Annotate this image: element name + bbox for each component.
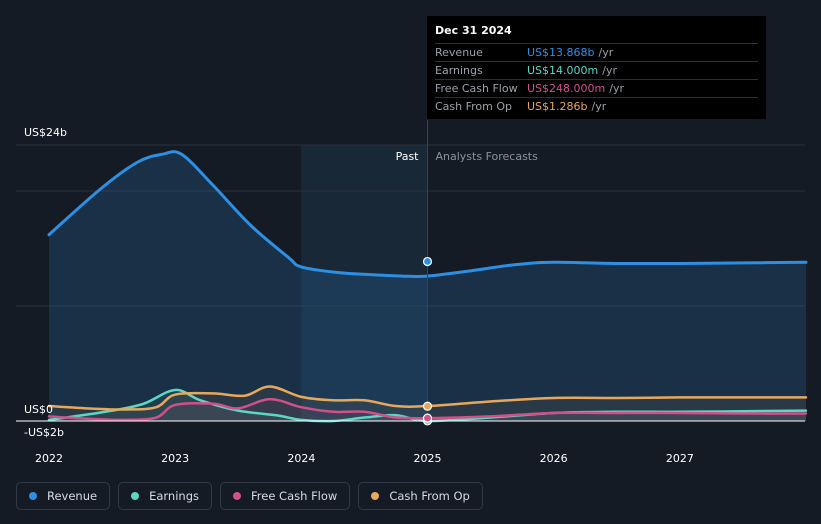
tooltip-value: US$14.000m <box>527 64 599 77</box>
x-axis: 2022 2023 2024 2025 2026 2027 <box>35 452 694 465</box>
legend-label: Earnings <box>149 489 199 503</box>
tooltip-row-free-cash-flow: Free Cash Flow US$248.000m /yr <box>435 79 758 97</box>
y-label-bottom: -US$2b <box>24 426 64 439</box>
forecast-label: Analysts Forecasts <box>436 150 539 163</box>
y-label-zero: US$0 <box>24 403 53 416</box>
past-label: Past <box>396 150 420 163</box>
x-tick-label: 2027 <box>666 452 694 465</box>
tooltip-unit: /yr <box>602 64 617 77</box>
tooltip-label: Earnings <box>435 64 483 77</box>
free-cash-flow-area <box>49 399 806 421</box>
legend-label: Free Cash Flow <box>251 489 338 503</box>
legend-item-revenue[interactable]: Revenue <box>16 482 111 510</box>
revenue-dot-icon <box>29 492 37 500</box>
tooltip-value: US$248.000m <box>527 82 606 95</box>
tooltip-label: Free Cash Flow <box>435 82 518 95</box>
free-cash-flow-line <box>47 397 808 422</box>
tooltip-value: US$1.286b <box>527 100 588 113</box>
y-label-top: US$24b <box>24 126 67 139</box>
x-tick-label: 2024 <box>287 452 315 465</box>
earnings-dot-icon <box>131 492 140 500</box>
tooltip-unit: /yr <box>598 46 614 59</box>
tooltip-date: Dec 31 2024 <box>435 24 512 37</box>
tooltip-row-revenue: Revenue US$13.868b /yr <box>435 43 758 61</box>
legend-item-earnings[interactable]: Earnings <box>118 482 212 510</box>
free-cash-flow-marker <box>422 413 433 423</box>
tooltip: Dec 31 2024 Revenue US$13.868b /yr Earni… <box>427 16 766 119</box>
x-tick-label: 2026 <box>540 452 568 465</box>
revenue-marker <box>422 256 433 267</box>
tooltip-row-cash-from-op: Cash From Op US$1.286b /yr <box>435 97 758 115</box>
tooltip-label: Cash From Op <box>435 100 513 113</box>
cash-from-op-marker <box>422 401 433 411</box>
legend-label: Revenue <box>47 489 98 503</box>
x-tick-label: 2025 <box>414 452 442 465</box>
revenue-line <box>47 150 808 278</box>
legend-item-cash-from-op[interactable]: Cash From Op <box>358 482 483 510</box>
legend-item-free-cash-flow[interactable]: Free Cash Flow <box>220 482 351 510</box>
legend-label: Cash From Op <box>389 489 470 503</box>
free-cash-flow-dot-icon <box>233 492 241 500</box>
cash-from-op-line <box>47 385 808 411</box>
tooltip-value: US$13.868b <box>527 46 595 59</box>
legend: Revenue Earnings Free Cash Flow Cash Fro… <box>16 482 483 510</box>
x-tick-label: 2022 <box>35 452 63 465</box>
tooltip-unit: /yr <box>609 82 624 95</box>
x-tick-label: 2023 <box>161 452 189 465</box>
tooltip-label: Revenue <box>435 46 483 59</box>
gridlines <box>16 144 805 307</box>
tooltip-unit: /yr <box>591 100 607 113</box>
tooltip-row-earnings: Earnings US$14.000m /yr <box>435 61 758 79</box>
series-markers <box>422 256 433 426</box>
cash-from-op-dot-icon <box>371 492 380 500</box>
series-lines <box>47 150 808 423</box>
